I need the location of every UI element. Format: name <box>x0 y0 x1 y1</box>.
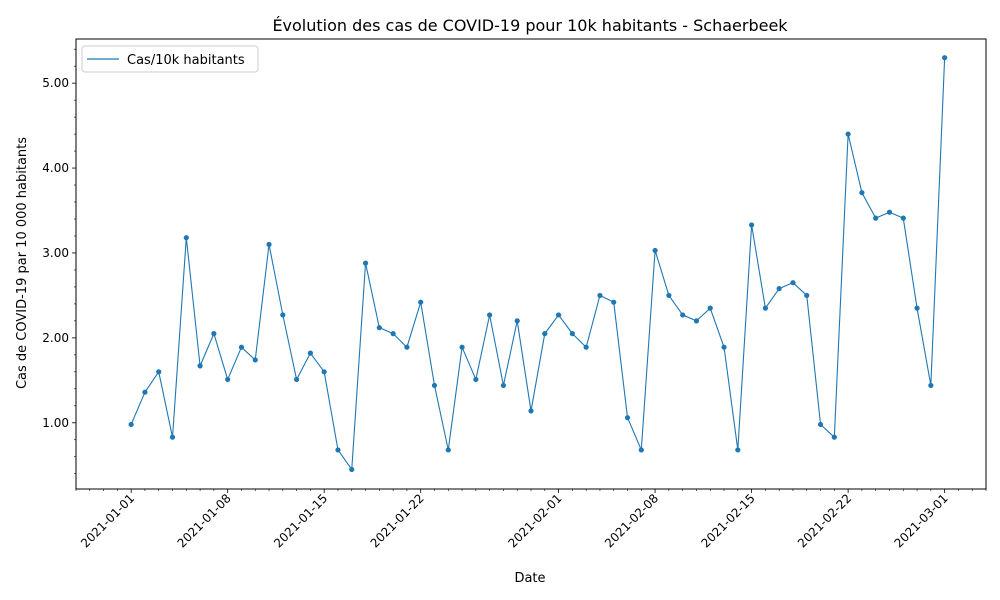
data-point <box>128 421 134 428</box>
data-point <box>555 312 562 318</box>
data-point <box>638 447 644 453</box>
data-point <box>693 318 700 324</box>
data-point <box>666 292 672 299</box>
legend: Cas/10k habitants <box>81 45 259 73</box>
x-tick-label: 2021-01-22 <box>368 491 427 550</box>
data-point <box>652 247 658 254</box>
data-point <box>473 376 479 383</box>
x-tick-label: 2021-01-01 <box>78 491 137 550</box>
data-point <box>542 331 548 337</box>
data-point <box>707 305 713 311</box>
data-point <box>307 350 313 356</box>
x-axis-label: Date <box>514 571 545 586</box>
data-point <box>238 344 245 350</box>
data-point <box>790 280 796 286</box>
data-point <box>169 434 176 440</box>
data-point <box>197 363 203 369</box>
y-tick-label: 4.00 <box>42 161 69 175</box>
data-point <box>142 389 148 395</box>
data-point <box>914 305 920 311</box>
data-point <box>487 312 493 318</box>
data-point <box>211 331 217 337</box>
data-point <box>349 466 355 473</box>
data-point <box>845 131 851 137</box>
data-point <box>721 344 727 350</box>
data-point <box>831 434 837 440</box>
legend-frame <box>81 45 259 73</box>
x-tick-label: 2021-02-08 <box>602 491 661 550</box>
data-point <box>376 325 382 331</box>
data-point <box>928 382 934 389</box>
data-point <box>445 447 451 453</box>
data-point <box>680 312 686 318</box>
data-point <box>528 408 534 414</box>
data-point <box>252 357 258 363</box>
legend-label: Cas/10k habitants <box>127 53 245 68</box>
data-point <box>390 331 396 337</box>
data-point <box>749 222 755 228</box>
data-point <box>859 190 865 196</box>
data-point <box>942 55 948 61</box>
data-point <box>624 415 631 421</box>
data-point <box>514 318 520 324</box>
data-point <box>418 299 424 305</box>
data-point <box>735 447 741 453</box>
series-line <box>130 57 946 471</box>
data-point <box>611 299 617 305</box>
x-tick-label: 2021-01-08 <box>175 491 234 550</box>
data-point <box>804 292 810 299</box>
data-point <box>321 369 327 375</box>
y-tick-label: 2.00 <box>42 331 69 345</box>
y-tick-label: 1.00 <box>42 416 69 430</box>
data-point <box>886 209 893 215</box>
data-point <box>776 286 782 292</box>
data-point <box>459 344 465 350</box>
data-point <box>335 447 341 453</box>
x-tick-label: 2021-01-15 <box>271 491 330 550</box>
data-point <box>183 235 189 241</box>
data-point <box>817 421 824 428</box>
data-point <box>225 376 231 383</box>
data-point <box>900 215 906 221</box>
data-point <box>583 344 589 350</box>
x-tick-label: 2021-02-22 <box>795 491 854 550</box>
x-tick-label: 2021-03-01 <box>892 491 951 550</box>
data-point <box>597 292 603 299</box>
chart-title: Évolution des cas de COVID-19 pour 10k h… <box>272 16 788 35</box>
data-point <box>569 331 575 337</box>
y-tick-label: 3.00 <box>42 246 69 260</box>
x-tick-label: 2021-02-01 <box>505 491 564 550</box>
axes-frame <box>75 38 987 490</box>
y-tick-label: 5.00 <box>42 76 69 90</box>
data-point <box>156 369 162 375</box>
data-point <box>294 376 300 383</box>
data-point <box>873 215 879 221</box>
plot-area: 1.00 2.00 3.00 4.00 5.00 2021-01-01 2021-01-08… <box>42 38 987 550</box>
data-point <box>500 382 507 389</box>
data-point <box>762 305 768 311</box>
data-point <box>362 260 369 266</box>
x-tick-label: 2021-02-15 <box>699 491 758 550</box>
data-point <box>404 344 410 350</box>
data-point <box>431 382 438 389</box>
data-point <box>280 312 286 318</box>
data-point <box>266 241 272 248</box>
y-axis-label: Cas de COVID-19 par 10 000 habitants <box>15 137 30 389</box>
